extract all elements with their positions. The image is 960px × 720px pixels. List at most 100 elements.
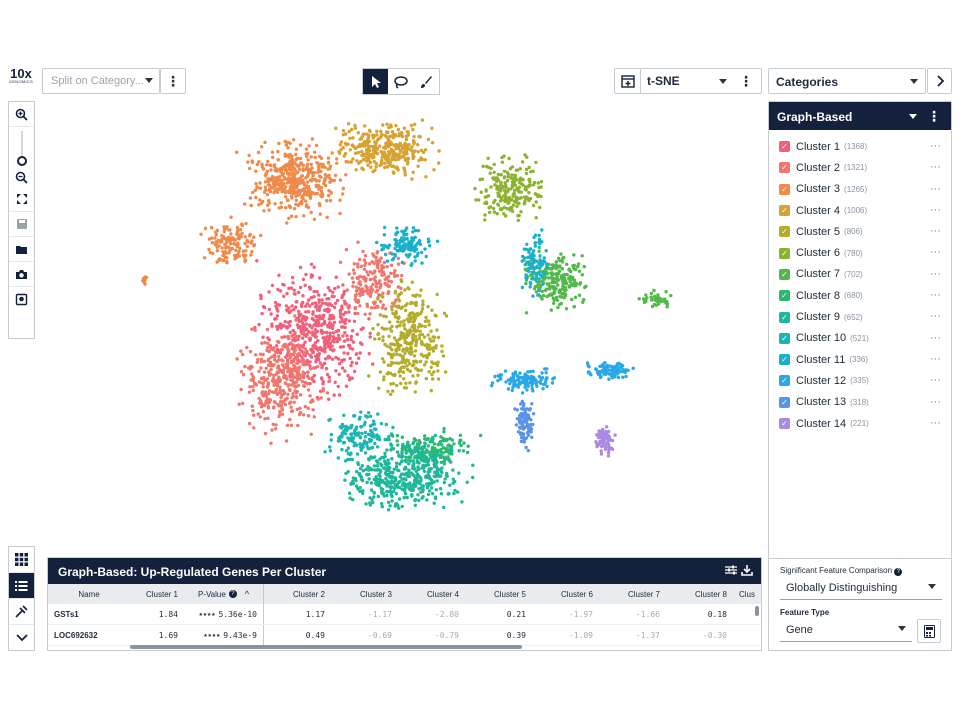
calculator-button[interactable]: [917, 619, 941, 643]
cluster-more-icon[interactable]: ···: [930, 310, 941, 323]
col-header-cluster[interactable]: Cluster 7: [627, 589, 660, 599]
cluster-item[interactable]: ✓ Cluster 9 (652) ···: [769, 306, 951, 327]
download-icon[interactable]: [741, 564, 753, 576]
cluster-checkbox[interactable]: ✓: [779, 375, 790, 387]
cluster-checkbox[interactable]: ✓: [779, 332, 790, 344]
col-header-cluster[interactable]: Cluster 2: [292, 589, 325, 599]
cluster-item[interactable]: ✓ Cluster 10 (521) ···: [769, 328, 951, 349]
projection-more-icon[interactable]: ⋮: [739, 72, 753, 89]
list-view-button[interactable]: [9, 573, 34, 599]
cluster-more-icon[interactable]: ···: [930, 416, 941, 429]
table-row[interactable]: GSTs1 1.84 ★★★★ 5.36e-10 1.17 -1.17 -2.80 0.21-…: [48, 604, 761, 625]
collapse-button[interactable]: [9, 625, 34, 651]
sort-ascending-icon[interactable]: ^: [244, 589, 250, 599]
comparison-select[interactable]: Globally Distinguishing: [780, 578, 942, 600]
feature-type-select[interactable]: Gene: [780, 620, 912, 642]
settings-sliders-icon[interactable]: [725, 564, 737, 576]
chevron-down-icon[interactable]: [909, 114, 917, 119]
cluster-checkbox[interactable]: ✓: [779, 311, 790, 323]
horizontal-scrollbar[interactable]: [130, 645, 522, 649]
cluster-checkbox[interactable]: ✓: [779, 354, 790, 366]
col-header-name[interactable]: Name: [48, 584, 130, 604]
vertical-scrollbar[interactable]: [755, 606, 759, 616]
split-category-select[interactable]: Split on Category...: [42, 68, 160, 94]
zoom-handle[interactable]: [16, 155, 27, 166]
cluster-checkbox[interactable]: ✓: [779, 418, 790, 429]
cluster-item[interactable]: ✓ Cluster 13 (318) ···: [769, 392, 951, 413]
split-more-button[interactable]: ⋮: [160, 68, 186, 94]
cluster-checkbox[interactable]: ✓: [779, 268, 790, 280]
cluster-item[interactable]: ✓ Cluster 7 (702) ···: [769, 264, 951, 285]
cluster-more-icon[interactable]: ···: [930, 140, 941, 152]
col-header-pvalue[interactable]: P-Value ? ^: [184, 584, 264, 604]
cluster-more-icon[interactable]: ···: [930, 246, 941, 259]
cluster-item[interactable]: ✓ Cluster 8 (680) ···: [769, 285, 951, 306]
cell-point: [384, 157, 388, 161]
analysis-tool-button[interactable]: [9, 599, 34, 625]
cluster-more-icon[interactable]: ···: [930, 182, 941, 195]
cluster-item[interactable]: ✓ Cluster 12 (335) ···: [769, 370, 951, 391]
cluster-more-icon[interactable]: ···: [930, 289, 941, 302]
fit-view-button[interactable]: [9, 187, 34, 212]
cell-point: [418, 333, 422, 337]
cluster-more-icon[interactable]: ···: [930, 225, 941, 238]
zoom-slider[interactable]: [9, 127, 34, 187]
cell-point: [390, 494, 394, 499]
cluster-checkbox[interactable]: ✓: [779, 290, 790, 302]
table-row[interactable]: LOC692632 1.69 ★★★★ 9.43e-9 0.49 -0.69 -0.79 0.…: [48, 625, 761, 646]
cell-point: [390, 470, 394, 475]
screenshot-button[interactable]: [9, 262, 34, 287]
cluster-checkbox[interactable]: ✓: [779, 141, 790, 153]
cell-point: [352, 262, 356, 266]
col-header-cluster1[interactable]: Cluster 1: [130, 584, 184, 604]
cluster-checkbox[interactable]: ✓: [779, 205, 790, 217]
cell-point: [431, 339, 436, 343]
projection-select[interactable]: t-SNE ⋮: [614, 68, 762, 94]
cluster-item[interactable]: ✓ Cluster 1 (1368) ···: [769, 136, 951, 157]
col-header-cluster[interactable]: Cluster 6: [560, 589, 593, 599]
cluster-item[interactable]: ✓ Cluster 5 (806) ···: [769, 221, 951, 242]
cluster-item[interactable]: ✓ Cluster 2 (1321) ···: [769, 157, 951, 178]
col-header-cluster[interactable]: Cluster 4: [426, 589, 459, 599]
cluster-item[interactable]: ✓ Cluster 4 (1006) ···: [769, 200, 951, 221]
cell-point: [255, 162, 259, 167]
help-icon[interactable]: ?: [894, 568, 903, 576]
col-header-cluster[interactable]: Clus: [739, 589, 756, 599]
cluster-checkbox[interactable]: ✓: [779, 247, 790, 259]
cluster-more-icon[interactable]: ···: [930, 161, 941, 174]
zoom-in-button[interactable]: [9, 102, 34, 127]
cluster-checkbox[interactable]: ✓: [779, 183, 790, 195]
cell-point: [358, 293, 362, 298]
cluster-more-icon[interactable]: ···: [930, 395, 941, 408]
cell-point: [295, 407, 299, 411]
cluster-checkbox[interactable]: ✓: [779, 396, 790, 408]
save-button[interactable]: [9, 212, 34, 237]
col-header-cluster[interactable]: Cluster 8: [694, 589, 727, 599]
cluster-item[interactable]: ✓ Cluster 6 (780) ···: [769, 242, 951, 263]
tsne-scatter-plot[interactable]: [130, 105, 700, 550]
cluster-item[interactable]: ✓ Cluster 14 (221) ···: [769, 413, 951, 434]
cluster-checkbox[interactable]: ✓: [779, 226, 790, 238]
brush-tool-button[interactable]: [414, 69, 439, 94]
cluster-more-icon[interactable]: ···: [930, 331, 941, 344]
pointer-tool-button[interactable]: [363, 69, 389, 94]
cell-point: [281, 368, 286, 373]
cluster-more-icon[interactable]: ···: [930, 374, 941, 387]
cluster-more-icon[interactable]: ···: [930, 352, 941, 365]
cluster-more-icon[interactable]: ···: [930, 267, 941, 280]
cluster-checkbox[interactable]: ✓: [779, 162, 790, 174]
help-icon[interactable]: ?: [228, 590, 237, 598]
lasso-tool-button[interactable]: [388, 69, 413, 94]
categories-select[interactable]: Categories: [768, 68, 926, 94]
col-header-cluster[interactable]: Cluster 5: [493, 589, 526, 599]
grid-view-button[interactable]: [9, 547, 34, 573]
panel-more-icon[interactable]: ⋮: [927, 108, 941, 124]
cluster-item[interactable]: ✓ Cluster 3 (1265) ···: [769, 179, 951, 200]
col-header-cluster[interactable]: Cluster 3: [359, 589, 392, 599]
cluster-item[interactable]: ✓ Cluster 11 (336) ···: [769, 349, 951, 370]
next-panel-button[interactable]: [927, 68, 952, 94]
cluster-more-icon[interactable]: ···: [930, 203, 941, 216]
export-button[interactable]: [9, 287, 34, 312]
open-folder-button[interactable]: [9, 237, 34, 262]
cell-point: [394, 123, 398, 128]
